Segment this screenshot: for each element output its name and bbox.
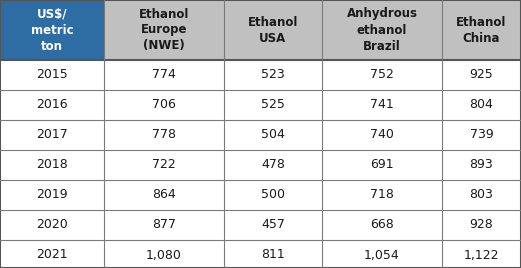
Bar	[104, 180, 224, 210]
Bar	[0, 150, 104, 180]
Text: 925: 925	[469, 69, 493, 81]
Text: 718: 718	[370, 188, 394, 202]
Bar	[322, 210, 442, 240]
Text: 2019: 2019	[36, 188, 68, 202]
Bar	[322, 150, 442, 180]
Text: 525: 525	[261, 99, 285, 111]
Text: 893: 893	[469, 158, 493, 172]
Text: 778: 778	[152, 128, 176, 142]
Bar	[104, 120, 224, 150]
Bar	[104, 150, 224, 180]
Text: 504: 504	[261, 128, 285, 142]
Bar	[224, 90, 322, 120]
Bar	[104, 90, 224, 120]
Text: 1,080: 1,080	[146, 248, 182, 262]
Text: 740: 740	[370, 128, 394, 142]
Bar	[0, 180, 104, 210]
Text: 2021: 2021	[36, 248, 68, 262]
Bar	[224, 60, 322, 90]
Text: 722: 722	[152, 158, 176, 172]
Bar	[224, 0, 322, 60]
Text: 2020: 2020	[36, 218, 68, 232]
Text: 500: 500	[261, 188, 285, 202]
Bar	[0, 90, 104, 120]
Bar	[322, 0, 442, 60]
Bar	[104, 60, 224, 90]
Bar	[0, 240, 104, 268]
Text: US$/
metric
ton: US$/ metric ton	[31, 8, 73, 53]
Bar	[442, 210, 521, 240]
Bar	[224, 150, 322, 180]
Text: 691: 691	[370, 158, 394, 172]
Text: 811: 811	[261, 248, 285, 262]
Bar	[104, 240, 224, 268]
Text: 928: 928	[469, 218, 493, 232]
Text: 668: 668	[370, 218, 394, 232]
Bar	[442, 0, 521, 60]
Text: Ethanol
China: Ethanol China	[456, 16, 507, 44]
Text: 741: 741	[370, 99, 394, 111]
Text: 739: 739	[469, 128, 493, 142]
Bar	[0, 120, 104, 150]
Text: 2015: 2015	[36, 69, 68, 81]
Bar	[224, 210, 322, 240]
Bar	[104, 210, 224, 240]
Bar	[442, 180, 521, 210]
Text: 804: 804	[469, 99, 493, 111]
Bar	[442, 60, 521, 90]
Text: 877: 877	[152, 218, 176, 232]
Text: 523: 523	[261, 69, 285, 81]
Text: 1,054: 1,054	[364, 248, 400, 262]
Text: 706: 706	[152, 99, 176, 111]
Bar	[322, 240, 442, 268]
Bar	[322, 60, 442, 90]
Text: Anhydrous
ethanol
Brazil: Anhydrous ethanol Brazil	[346, 8, 417, 53]
Bar	[442, 120, 521, 150]
Text: Ethanol
Europe
(NWE): Ethanol Europe (NWE)	[139, 8, 189, 53]
Text: 478: 478	[261, 158, 285, 172]
Text: 864: 864	[152, 188, 176, 202]
Bar	[442, 240, 521, 268]
Bar	[322, 90, 442, 120]
Bar	[322, 180, 442, 210]
Text: Ethanol
USA: Ethanol USA	[248, 16, 298, 44]
Bar	[0, 60, 104, 90]
Bar	[224, 120, 322, 150]
Text: 2016: 2016	[36, 99, 68, 111]
Text: 2018: 2018	[36, 158, 68, 172]
Bar	[0, 0, 104, 60]
Text: 752: 752	[370, 69, 394, 81]
Text: 457: 457	[261, 218, 285, 232]
Text: 1,122: 1,122	[464, 248, 499, 262]
Bar	[442, 150, 521, 180]
Bar	[322, 120, 442, 150]
Bar	[224, 180, 322, 210]
Bar	[442, 90, 521, 120]
Text: 803: 803	[469, 188, 493, 202]
Bar	[104, 0, 224, 60]
Bar	[0, 210, 104, 240]
Bar	[224, 240, 322, 268]
Text: 774: 774	[152, 69, 176, 81]
Text: 2017: 2017	[36, 128, 68, 142]
